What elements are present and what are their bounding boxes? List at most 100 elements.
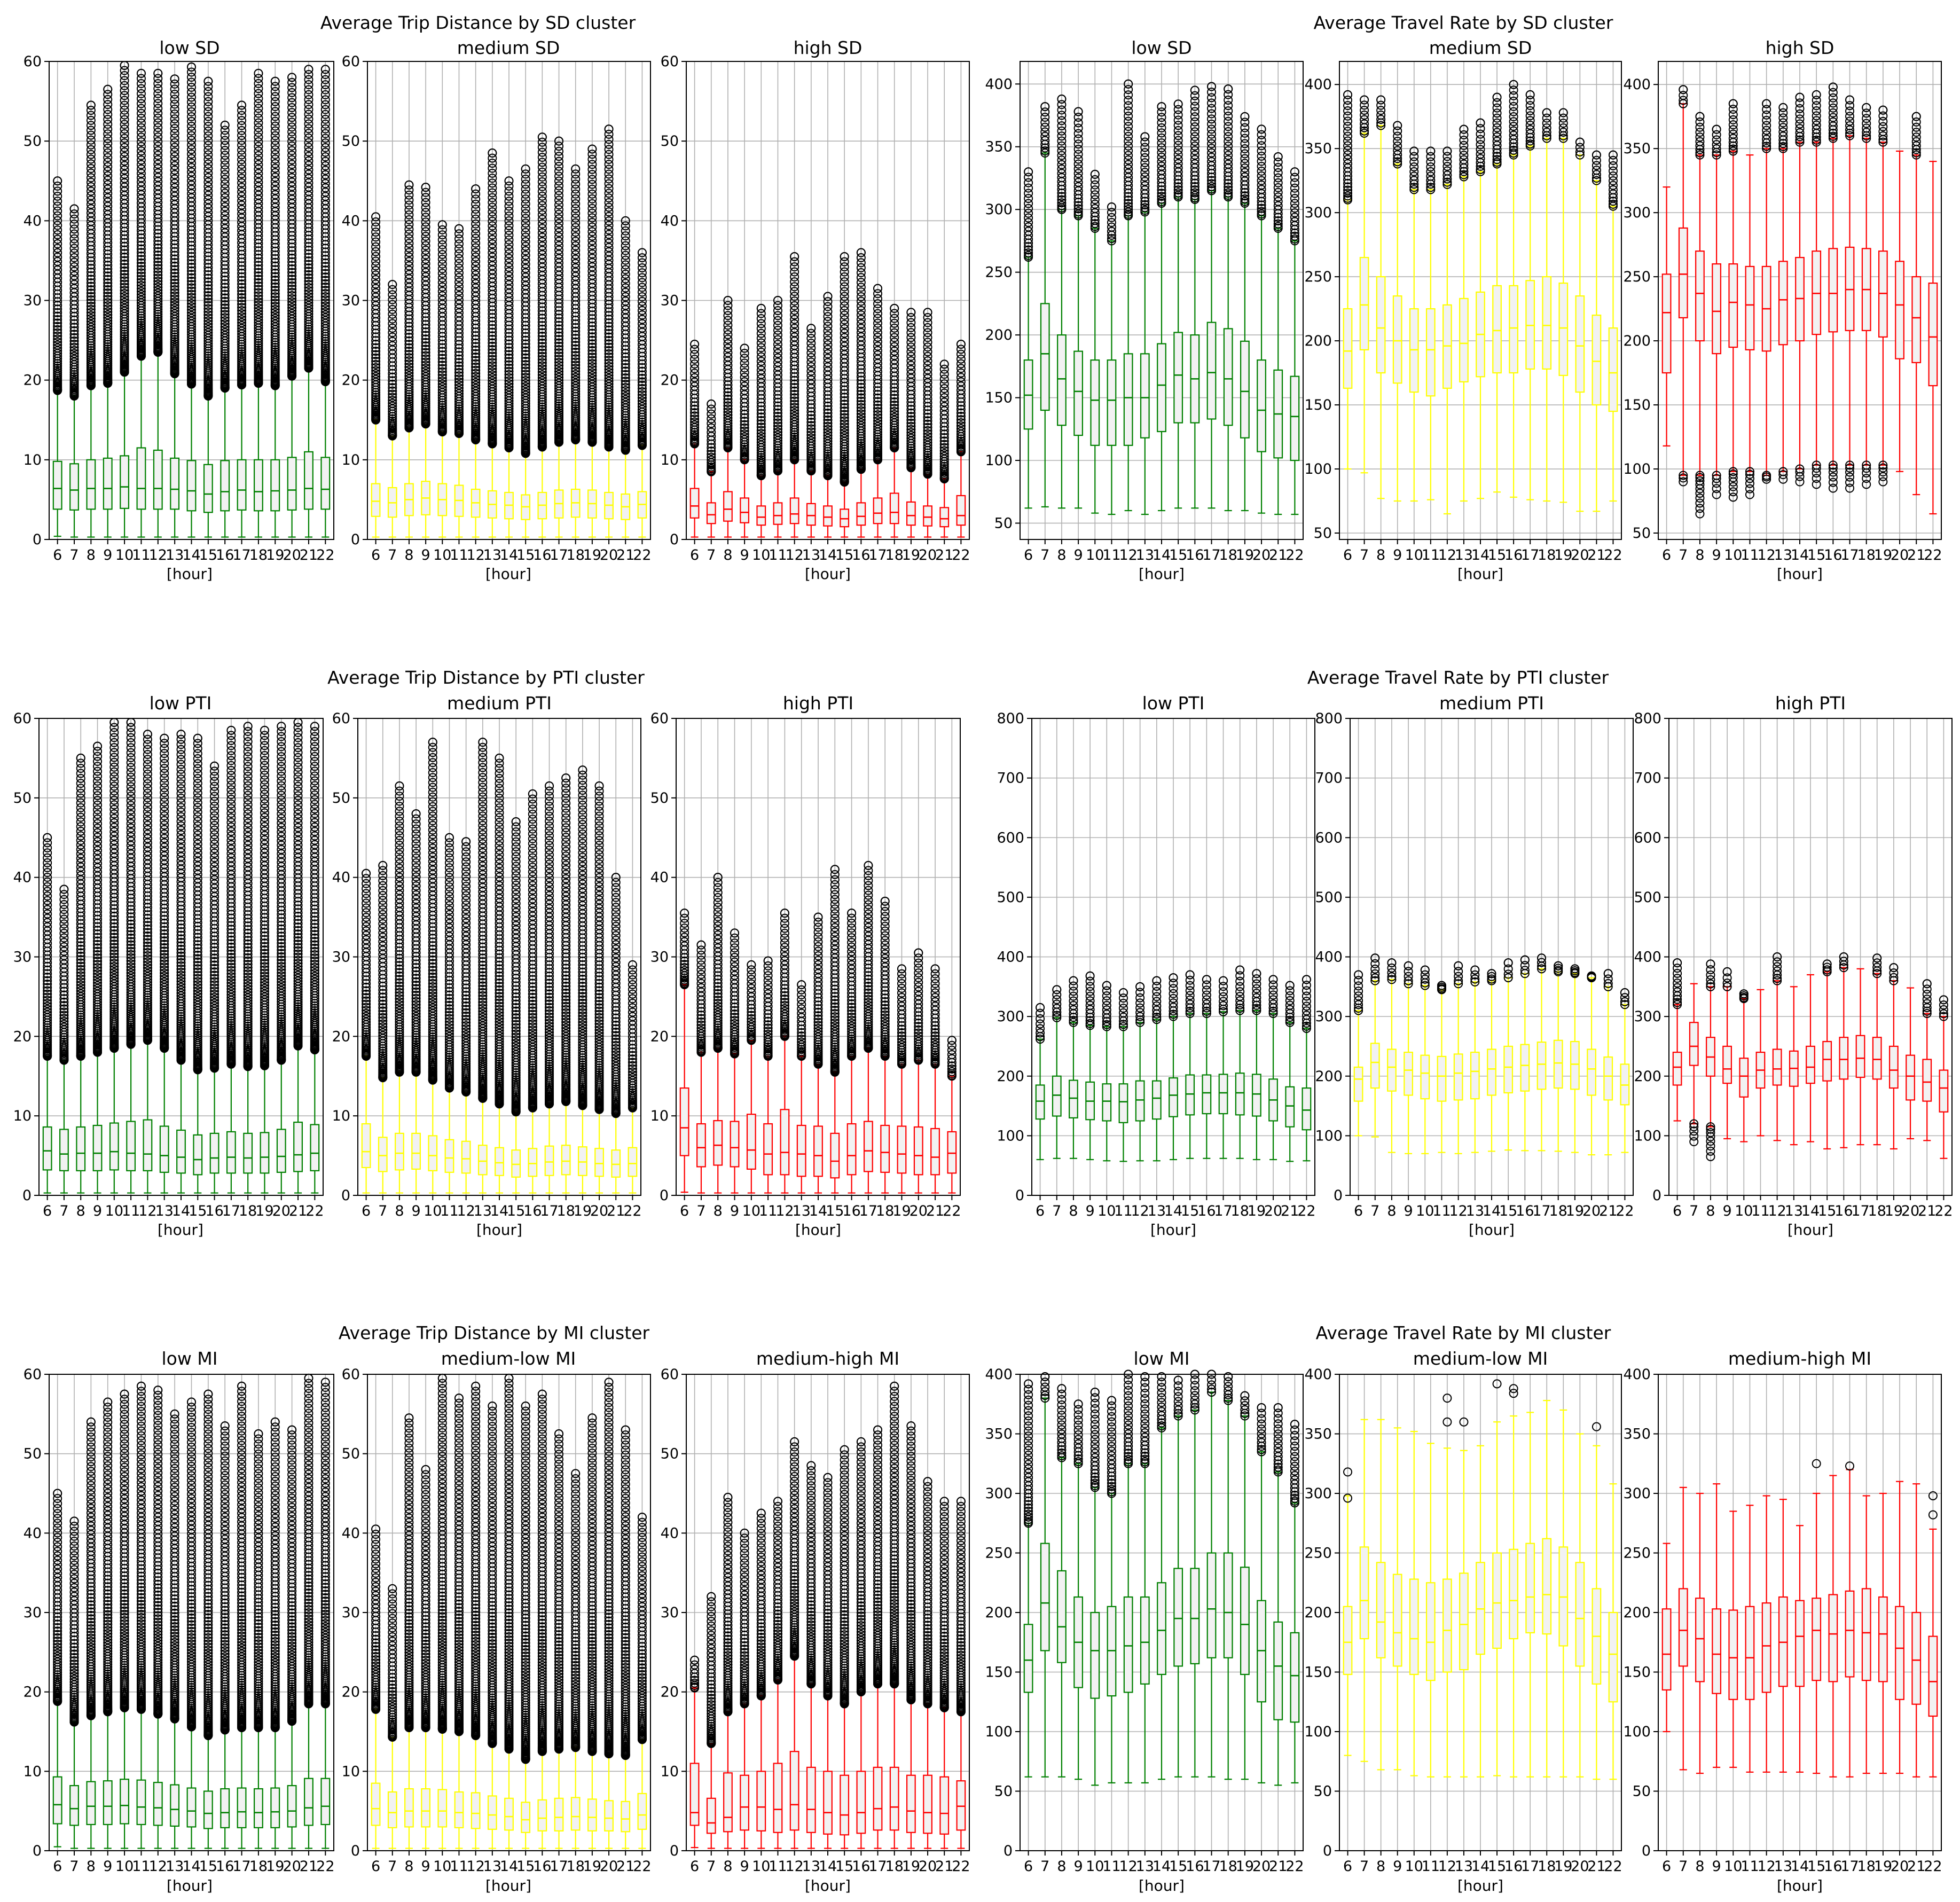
x-axis-label: [hour] — [1139, 565, 1185, 583]
y-tick-label: 200 — [985, 327, 1013, 343]
x-tick-label: 19 — [266, 547, 284, 563]
x-tick-label: 9 — [103, 547, 112, 563]
outlier-point — [187, 73, 196, 82]
outlier-point — [86, 350, 96, 360]
outlier-point — [220, 293, 230, 303]
outlier-point — [170, 288, 179, 298]
x-axis-label: [hour] — [1469, 1221, 1515, 1239]
outlier-point — [120, 283, 129, 292]
outlier-point — [203, 325, 213, 334]
y-tick-label: 40 — [23, 213, 42, 229]
box-iqr — [1223, 328, 1233, 426]
outlier-point — [203, 298, 213, 307]
outlier-point — [86, 130, 96, 140]
outlier-point — [187, 280, 196, 289]
outlier-point — [86, 115, 96, 125]
outlier-point — [203, 358, 213, 367]
outlier-point — [103, 105, 113, 114]
outlier-point — [120, 138, 129, 148]
x-axis-label: [hour] — [167, 1877, 213, 1895]
outlier-point — [170, 166, 179, 175]
outlier-point — [153, 123, 163, 132]
y-tick-label: 40 — [342, 213, 360, 229]
outlier-point — [187, 286, 196, 296]
outlier-point — [136, 323, 146, 332]
y-tick-label: 0 — [670, 531, 679, 548]
outlier-point — [170, 258, 179, 268]
outlier-point — [120, 110, 129, 120]
y-tick-label: 30 — [342, 293, 360, 309]
outlier-point — [136, 237, 146, 247]
x-tick-label: 20 — [600, 547, 618, 563]
outlier-point — [53, 234, 62, 244]
outlier-point — [53, 301, 62, 310]
outlier-point — [120, 91, 129, 100]
outlier-point — [103, 175, 113, 185]
x-tick-label: 6 — [690, 547, 699, 563]
outlier-point — [203, 159, 213, 169]
outlier-point — [203, 76, 213, 86]
outlier-point — [53, 308, 62, 317]
x-tick-label: 21 — [300, 547, 318, 563]
outlier-point — [187, 263, 196, 272]
outlier-point — [136, 251, 146, 261]
outlier-point — [120, 252, 129, 262]
outlier-point — [86, 325, 96, 335]
box-iqr — [287, 457, 297, 511]
outlier-point — [220, 289, 230, 299]
outlier-point — [103, 319, 113, 328]
outlier-point — [170, 147, 179, 157]
outlier-point — [136, 278, 146, 287]
box-iqr — [689, 488, 700, 519]
subplot-title: low PTI — [1142, 693, 1205, 714]
outlier-point — [220, 220, 230, 229]
outlier-point — [153, 279, 163, 289]
outlier-point — [86, 346, 96, 355]
outlier-point — [170, 294, 179, 304]
box-iqr — [371, 483, 381, 517]
outlier-point — [86, 145, 96, 154]
box-iqr — [906, 501, 916, 526]
outlier-point — [136, 118, 146, 128]
outlier-point — [136, 240, 146, 250]
outlier-point — [103, 84, 113, 94]
box-iqr — [136, 447, 146, 510]
outlier-point — [86, 195, 96, 205]
outlier-point — [53, 201, 62, 211]
box-iqr — [1073, 350, 1084, 436]
box-iqr — [153, 449, 163, 510]
outlier-point — [153, 321, 163, 331]
box-iqr — [773, 502, 783, 525]
x-axis-label: [hour] — [1457, 1877, 1503, 1895]
outlier-point — [170, 303, 179, 313]
outlier-point — [103, 310, 113, 319]
outlier-point — [153, 137, 163, 146]
outlier-point — [187, 82, 196, 92]
outlier-point — [103, 295, 113, 304]
x-tick-label: 17 — [232, 547, 250, 563]
outlier-point — [187, 107, 196, 116]
x-tick-label: 18 — [567, 547, 585, 563]
outlier-point — [220, 286, 230, 296]
x-tick-label: 19 — [902, 547, 920, 563]
outlier-point — [120, 134, 129, 143]
subplot-title: high SD — [1766, 37, 1834, 58]
outlier-point — [187, 347, 196, 356]
outlier-point — [103, 307, 113, 317]
outlier-point — [220, 279, 230, 288]
outlier-point — [136, 265, 146, 275]
box-iqr — [756, 505, 766, 526]
outlier-point — [170, 341, 179, 351]
outlier-point — [203, 127, 213, 136]
outlier-point — [69, 351, 79, 361]
outlier-point — [187, 176, 196, 185]
outlier-point — [86, 298, 96, 308]
outlier-point — [136, 262, 146, 271]
x-tick-label: 12 — [785, 547, 803, 563]
outlier-point — [136, 320, 146, 330]
x-axis-label: [hour] — [158, 1221, 203, 1239]
outlier-point — [153, 79, 163, 88]
outlier-point — [170, 251, 179, 260]
outlier-point — [170, 261, 179, 271]
outlier-point — [120, 115, 129, 124]
